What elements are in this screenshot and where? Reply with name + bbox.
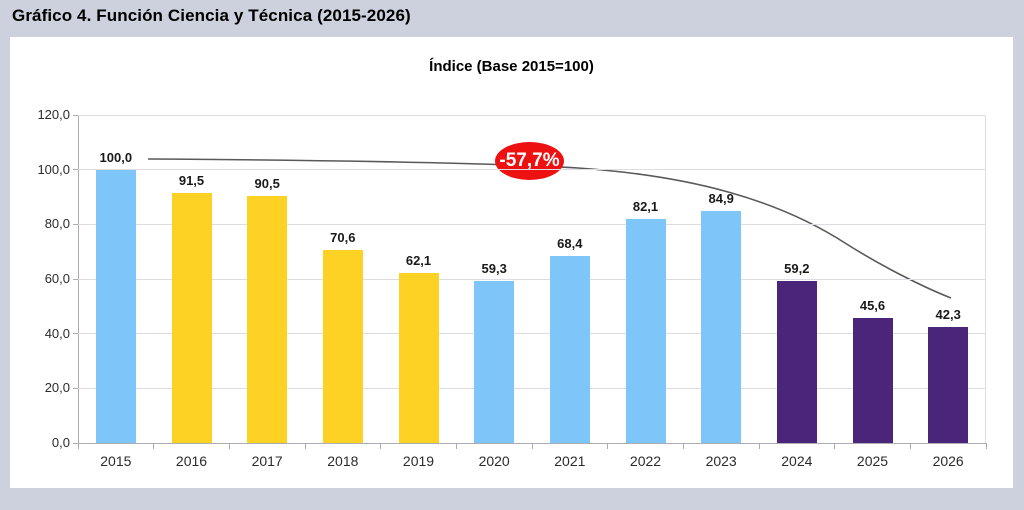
gridline <box>78 278 986 280</box>
x-axis-tick <box>834 444 836 449</box>
gridline <box>78 169 986 171</box>
x-axis-tick <box>380 444 382 449</box>
bar-2015 <box>95 169 136 443</box>
x-axis-tick <box>531 444 533 449</box>
gridline <box>78 114 986 116</box>
y-axis-tick <box>73 387 78 389</box>
bar-value-label: 84,9 <box>708 190 734 206</box>
x-axis-tick <box>682 444 684 449</box>
x-tick-label: 2020 <box>478 453 510 469</box>
gridline <box>78 223 986 225</box>
bar-value-label: 91,5 <box>178 172 205 188</box>
bar-value-label: 59,3 <box>481 260 507 276</box>
bar-2016 <box>171 192 212 443</box>
x-tick-label: 2017 <box>251 453 283 469</box>
x-tick-label: 2021 <box>554 453 586 469</box>
x-tick-label: 2022 <box>629 453 662 469</box>
y-axis-tick <box>73 114 78 116</box>
bar-value-label: 42,3 <box>935 307 961 323</box>
bar-value-label: 68,4 <box>557 236 583 252</box>
bar-2021 <box>549 256 590 443</box>
x-tick-label: 2023 <box>705 453 737 469</box>
x-axis-tick <box>758 444 760 449</box>
y-axis-tick <box>73 223 78 225</box>
y-tick-label: 0,0 <box>51 435 70 450</box>
x-tick-label: 2025 <box>856 453 889 469</box>
bar-2023 <box>701 210 742 443</box>
x-tick-label: 2015 <box>100 453 132 469</box>
x-tick-label: 2016 <box>175 453 208 469</box>
bar-value-label: 70,6 <box>330 230 356 246</box>
x-tick-label: 2019 <box>402 453 435 469</box>
x-axis-tick <box>228 444 230 449</box>
y-tick-label: 60,0 <box>44 271 70 286</box>
decline-badge: -57,7% <box>495 142 564 180</box>
y-tick-label: 100,0 <box>37 161 70 177</box>
gridline <box>78 387 986 389</box>
bar-2019 <box>398 273 439 443</box>
x-tick-label: 2026 <box>932 453 964 469</box>
y-axis-tick <box>73 169 78 171</box>
bar-value-label: 90,5 <box>254 175 280 191</box>
y-axis <box>78 115 79 444</box>
y-axis-tick <box>73 442 78 444</box>
y-tick-label: 40,0 <box>44 325 70 341</box>
x-tick-label: 2024 <box>781 453 813 469</box>
bar-value-label: 100,0 <box>99 149 133 165</box>
x-axis <box>77 443 987 444</box>
gridline <box>78 333 986 335</box>
bar-2024 <box>776 281 817 443</box>
bar-2022 <box>625 218 666 443</box>
x-axis-tick <box>455 444 457 449</box>
x-axis-tick <box>77 444 79 449</box>
chart-panel: Índice (Base 2015=100) -57,7% 0,0 20,0 40,… <box>10 37 1013 488</box>
x-axis-tick <box>909 444 911 449</box>
chart-title: Índice (Base 2015=100) <box>429 58 594 75</box>
bar-2017 <box>247 195 288 443</box>
x-axis-tick <box>985 444 987 449</box>
x-axis-tick <box>153 444 155 449</box>
bar-2018 <box>322 250 363 443</box>
y-tick-label: 80,0 <box>44 216 70 232</box>
y-axis-tick <box>73 333 78 335</box>
bar-2020 <box>474 280 515 443</box>
y-tick-label: 120,0 <box>37 107 70 122</box>
y-axis-tick <box>73 278 78 280</box>
page-title: Gráfico 4. Función Ciencia y Técnica (20… <box>12 6 411 25</box>
bar-value-label: 59,2 <box>784 261 810 277</box>
x-tick-label: 2018 <box>327 453 359 469</box>
x-axis-tick <box>304 444 306 449</box>
bar-value-label: 62,1 <box>405 253 432 269</box>
plot-area: -57,7% 0,0 20,0 40,0 60,0 80,0 100,0 120,0 100,… <box>37 107 987 469</box>
bar-value-label: 45,6 <box>859 298 886 314</box>
bar-2026 <box>928 327 969 443</box>
bar-value-label: 82,1 <box>632 198 659 214</box>
y-tick-label: 20,0 <box>44 380 70 396</box>
x-axis-tick <box>607 444 609 449</box>
bar-2025 <box>852 318 893 443</box>
